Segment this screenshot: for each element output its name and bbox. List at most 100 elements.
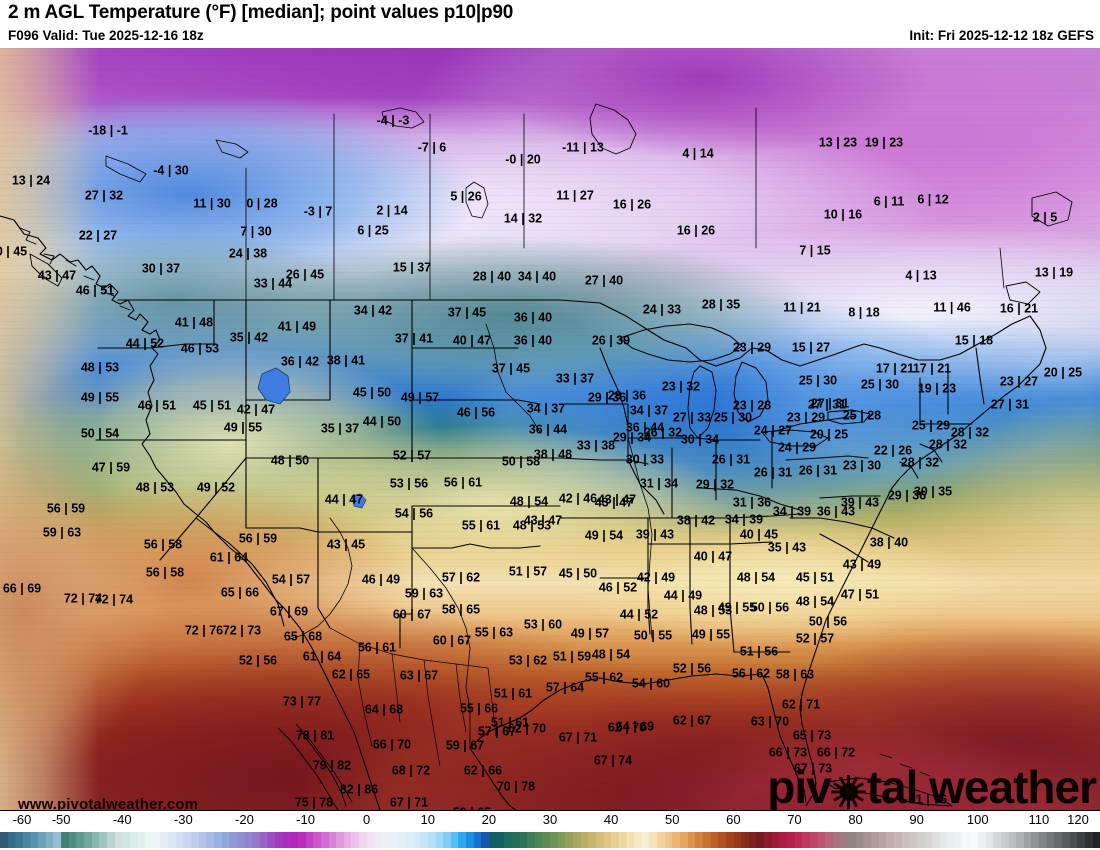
colorbar-segment [206,832,214,848]
page-title: 2 m AGL Temperature (°F) [median]; point… [8,2,514,23]
coastline-pacific [0,215,381,810]
colorbar-segment [481,832,489,848]
colorbar-segment [733,832,742,848]
colorbar-segment [702,832,711,848]
colorbar-tick-label: 70 [787,812,802,827]
colorbar-segment [687,832,696,848]
state-border-az-nm [317,531,331,629]
colorbar-tick-label: 120 [1067,812,1089,827]
colorbar-segment [458,832,467,848]
colorbar-segment [718,832,726,848]
colorbar-segment [152,832,161,848]
colorbar-segment [649,832,658,848]
colorbar-tick-label: -40 [112,812,132,827]
colorbar-segment [236,832,245,848]
colorbar-segment [1023,832,1032,848]
colorbar-segment [840,832,849,848]
colorbar-segment [366,832,375,848]
colorbar-segment [710,832,719,848]
logo-text-post: tal weather [866,761,1097,811]
border-us-canada-lakes [559,299,1031,367]
lake-huron [733,361,769,423]
state-border-tn-south [647,541,773,545]
colorbar-segment [450,832,459,848]
field-hudson-violet [0,48,1100,810]
colorbar-segment [1031,832,1040,848]
colorbar-segment [351,832,360,848]
colorbar-tick-label: 50 [664,812,680,827]
lake-athabasca [381,107,425,129]
state-border-ok-tx [411,543,541,549]
colorbar-segment [626,832,635,848]
colorbar-segment [1008,832,1017,848]
state-border-pa-md [785,455,869,461]
colorbar-segment [611,832,619,848]
state-border-md-de [899,461,919,479]
colorbar-segment [213,832,222,848]
colorbar-segment [191,832,199,848]
colorbar-segment [404,832,413,848]
colorbar-segment [741,832,749,848]
colorbar-segment [527,832,535,848]
lake-small-conus [351,493,367,509]
state-border-mi-in-oh [695,437,761,441]
colorbar-segment [672,832,681,848]
state-border-va-nc [819,495,881,499]
colorbar-segment [114,832,123,848]
colorbar-tick-label: -10 [296,812,315,827]
colorbar-tick-label: 60 [726,812,741,827]
colorbar-segment [955,832,963,848]
valid-time-label: F096 Valid: Tue 2025-12-16 18z [8,28,204,43]
baja-peninsula [277,727,347,810]
colorbar-segment [809,832,818,848]
colorbar-segment [634,832,642,848]
colorbar-segment [1069,832,1078,848]
colorbar-segment [38,832,46,848]
colorbar-segment [756,832,765,848]
colorbar-segment [993,832,1001,848]
url-watermark: www.pivotalweather.com [18,796,199,811]
great-salt-lake [257,367,291,405]
state-border-pa-ny [771,415,857,433]
colorbar-tick-label: 30 [542,812,558,827]
colorbar-segment [664,832,673,848]
newfoundland [1031,191,1073,227]
colorbar-segment [978,832,986,848]
river-rio-grande [411,547,471,749]
colorbar-segment [1084,832,1093,848]
state-border-mn-wi [599,347,629,427]
colorbar-segment [916,832,925,848]
colorbar-segment [122,832,130,848]
vancouver-island [29,253,63,287]
colorbar-tick-label: 40 [603,812,619,827]
coastline-inlets [19,227,131,311]
colorbar-segment [427,832,436,848]
colorbar-segment [764,832,772,848]
colorbar-segment [290,832,298,848]
colorbar-segment [137,832,146,848]
colorbar-segment [7,832,16,848]
colorbar-segment [901,832,910,848]
bahamas [879,753,931,777]
colorbar-segment [496,832,505,848]
colorbar-segment [259,832,268,848]
colorbar-segment [45,832,54,848]
colorbar-segment [0,832,8,848]
pivotal-weather-logo: piv tal weather [767,761,1097,811]
state-border-ms-al [689,517,693,645]
colorbar-segment [588,832,596,848]
state-border-tn-north [647,513,801,519]
colorbar-gradient [0,832,1100,848]
colorbar-tick-label: -20 [235,812,254,827]
colorbar-segment [1016,832,1024,848]
sun-icon [831,775,866,809]
state-border-ca-az [195,517,285,627]
colorbar-segment [343,832,352,848]
river-mississippi [627,437,653,639]
lake-small-north-2 [215,139,249,159]
colorbar-tick-label: -60 [12,812,32,827]
colorbar[interactable]: -60 -50 -40 -30 -20 -10 0 10 20 30 40 50 60 70 80 90 100… [0,811,1100,850]
colorbar-segment [771,832,780,848]
